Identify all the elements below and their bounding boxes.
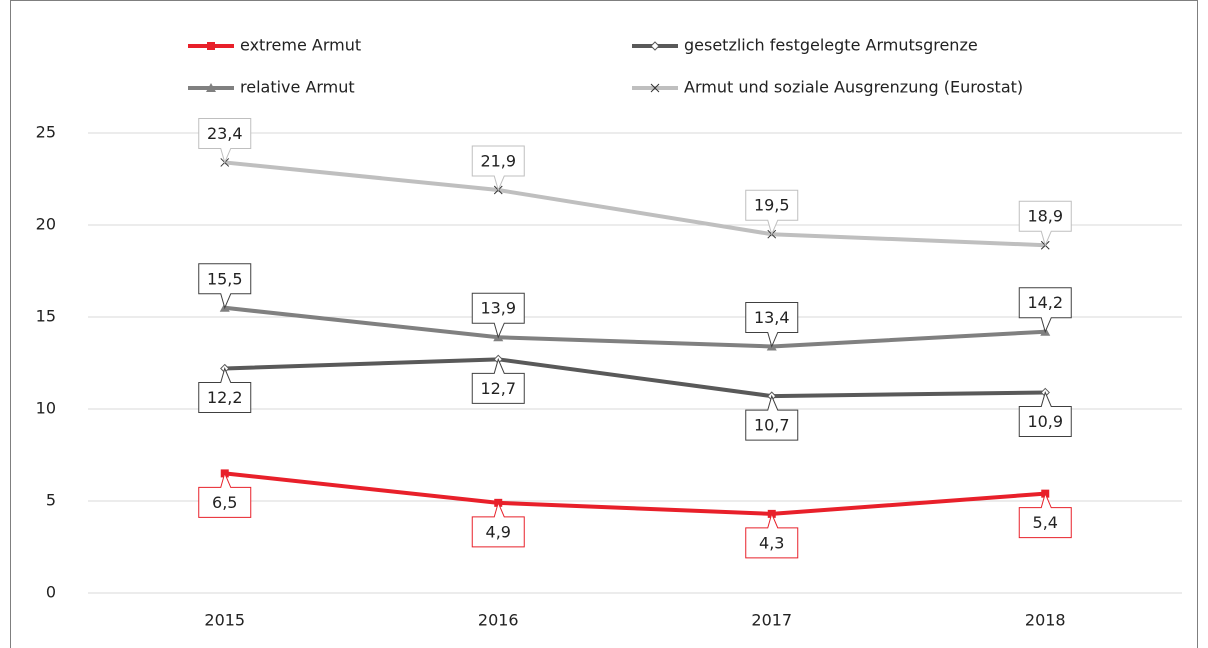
data-label: 15,5 [207,269,243,288]
y-tick-label: 5 [46,491,56,510]
legend-label: Armut und soziale Ausgrenzung (Eurostat) [684,78,1023,97]
chart-border [10,0,1198,648]
data-label: 4,9 [486,522,511,541]
data-label: 23,4 [207,124,243,143]
data-label-box [745,301,799,348]
x-tick-label: 2016 [478,611,519,630]
data-label: 14,2 [1027,293,1063,312]
legend-label: gesetzlich festgelegte Armutsgrenze [684,36,978,55]
x-tick-label: 2018 [1025,611,1066,630]
data-label-box [198,471,252,518]
series-line [224,471,1046,516]
data-label: 12,7 [480,379,516,398]
data-label: 21,9 [480,152,516,171]
marker [650,83,660,93]
marker [650,41,660,51]
data-label: 19,5 [754,196,790,215]
y-tick-label: 15 [36,307,56,326]
legend-label: extreme Armut [240,36,361,55]
y-tick-label: 0 [46,583,56,602]
data-label-box [745,394,799,441]
data-label-box [745,512,799,559]
data-label: 12,2 [207,388,243,407]
series-line [224,160,1046,248]
data-label-box [471,501,525,548]
series-line [224,305,1046,349]
data-label-box [745,189,799,236]
data-label: 10,7 [754,416,790,435]
data-label-box [471,292,525,339]
data-label: 5,4 [1033,513,1058,532]
marker [207,42,215,50]
data-label: 13,4 [754,308,790,327]
data-label: 6,5 [212,493,237,512]
data-label-box [198,263,252,310]
y-tick-label: 10 [36,399,56,418]
data-label: 4,3 [759,533,784,552]
data-label: 13,9 [480,299,516,318]
data-label-box [471,145,525,192]
data-label-box [1018,200,1072,247]
data-label-box [471,357,525,404]
marker [206,83,216,92]
data-label-box [1018,492,1072,539]
legend-label: relative Armut [240,78,355,97]
x-tick-label: 2015 [204,611,245,630]
data-label-box [1018,390,1072,437]
data-label-box [198,117,252,164]
y-tick-label: 20 [36,215,56,234]
data-label: 10,9 [1027,412,1063,431]
y-tick-label: 25 [36,123,56,142]
series-line [224,357,1046,399]
data-label: 18,9 [1027,207,1063,226]
data-label-box [198,367,252,414]
x-tick-label: 2017 [751,611,792,630]
data-label-box [1018,287,1072,334]
